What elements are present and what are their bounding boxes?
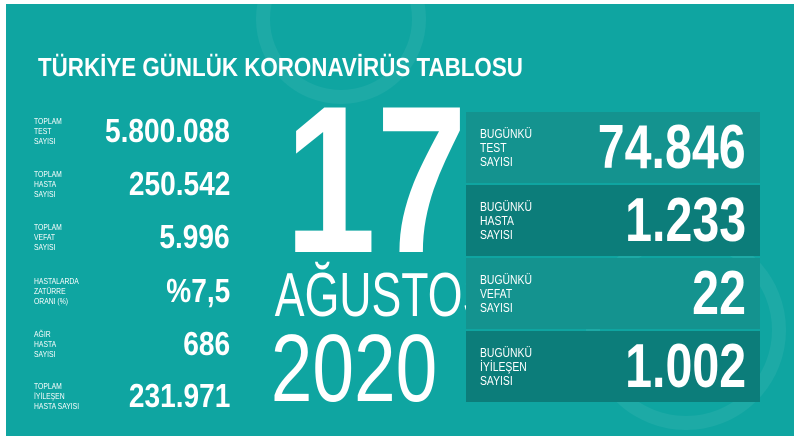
date-year: 2020 bbox=[270, 315, 438, 422]
stat-label: TOPLAM TEST SAYISI bbox=[34, 116, 62, 146]
stat-label: BUGÜNKÜ TEST SAYISI bbox=[480, 125, 533, 169]
stat-label: BUGÜNKÜ HASTA SAYISI bbox=[480, 198, 533, 242]
page-title: TÜRKİYE GÜNLÜK KORONAVİRÜS TABLOSU bbox=[38, 52, 523, 82]
total-tests: TOPLAM TEST SAYISI 5.800.088 bbox=[34, 106, 230, 156]
stat-label: TOPLAM İYİLEŞEN HASTA SAYISI bbox=[34, 381, 80, 411]
today-tests-box: BUGÜNKÜ TEST SAYISI 74.846 bbox=[466, 112, 760, 183]
stat-value: 1.002 bbox=[624, 331, 746, 401]
today-cases-box: BUGÜNKÜ HASTA SAYISI 1.233 bbox=[466, 185, 760, 256]
critical-patients: AĞIR HASTA SAYISI 686 bbox=[34, 319, 230, 369]
stat-value: 22 bbox=[692, 258, 746, 328]
infographic-card: TÜRKİYE GÜNLÜK KORONAVİRÜS TABLOSU TOPLA… bbox=[6, 4, 794, 436]
stat-value: 5.800.088 bbox=[105, 112, 230, 149]
total-recovered: TOPLAM İYİLEŞEN HASTA SAYISI 231.971 bbox=[34, 371, 230, 421]
stat-value: 231.971 bbox=[128, 377, 230, 414]
today-deaths-box: BUGÜNKÜ VEFAT SAYISI 22 bbox=[466, 258, 760, 329]
stat-value: 74.846 bbox=[598, 112, 746, 182]
stat-value: %7,5 bbox=[166, 272, 230, 309]
total-deaths: TOPLAM VEFAT SAYISI 5.996 bbox=[34, 212, 230, 262]
stat-label: AĞIR HASTA SAYISI bbox=[34, 329, 57, 359]
stat-label: TOPLAM HASTA SAYISI bbox=[34, 169, 62, 199]
stat-value: 5.996 bbox=[159, 218, 230, 255]
stat-label: BUGÜNKÜ İYİLEŞEN SAYISI bbox=[480, 344, 533, 388]
stat-label: TOPLAM VEFAT SAYISI bbox=[34, 222, 62, 252]
stat-label: HASTALARDA ZATÜRRE ORANI (%) bbox=[34, 276, 79, 306]
stat-label: BUGÜNKÜ VEFAT SAYISI bbox=[480, 271, 533, 315]
stat-value: 1.233 bbox=[624, 185, 746, 255]
date-month: AĞUSTOS bbox=[274, 261, 493, 330]
pneumonia-rate: HASTALARDA ZATÜRRE ORANI (%) %7,5 bbox=[34, 266, 230, 316]
total-cases: TOPLAM HASTA SAYISI 250.542 bbox=[34, 159, 230, 209]
stat-value: 686 bbox=[183, 325, 230, 362]
date-day: 17 bbox=[284, 62, 468, 297]
stat-value: 250.542 bbox=[128, 165, 230, 202]
today-recovered-box: BUGÜNKÜ İYİLEŞEN SAYISI 1.002 bbox=[466, 331, 760, 402]
